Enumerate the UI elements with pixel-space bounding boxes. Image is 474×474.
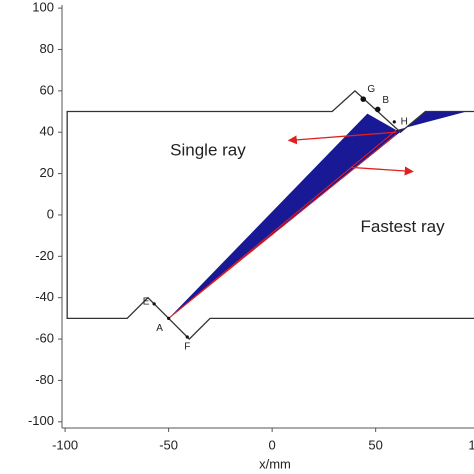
y-tick-label: -20 <box>35 248 54 263</box>
y-tick-label: -100 <box>28 413 54 428</box>
y-tick-label: -40 <box>35 289 54 304</box>
point-label: B <box>382 95 389 106</box>
point <box>185 335 189 339</box>
x-tick-label: 100 <box>468 437 474 452</box>
arrow <box>287 131 397 145</box>
arrow <box>350 166 414 176</box>
point-label: F <box>184 342 190 353</box>
x-axis-label: x/mm <box>259 456 291 471</box>
point-label: E <box>143 297 150 308</box>
ray <box>168 129 397 319</box>
y-tick-label: 60 <box>40 82 54 97</box>
ray <box>168 133 397 319</box>
point <box>392 120 396 124</box>
y-tick-label: 80 <box>40 41 54 56</box>
x-tick-label: -50 <box>159 437 178 452</box>
y-tick-label: -60 <box>35 330 54 345</box>
point-label: H <box>401 117 408 128</box>
y-tick-label: -80 <box>35 372 54 387</box>
x-tick-label: -100 <box>52 437 78 452</box>
y-tick-label: 100 <box>32 0 54 15</box>
y-tick-label: 40 <box>40 124 54 139</box>
y-tick-label: 0 <box>47 206 54 221</box>
annotation: Single ray <box>170 140 246 159</box>
point <box>152 302 156 306</box>
x-tick-label: 50 <box>368 437 382 452</box>
y-tick-label: 20 <box>40 165 54 180</box>
outline <box>66 89 474 340</box>
point <box>167 316 171 320</box>
x-tick-label: 0 <box>269 437 276 452</box>
point <box>374 106 381 113</box>
point-label: A <box>156 323 163 334</box>
annotation: Fastest ray <box>361 217 446 236</box>
point-label: G <box>367 84 375 95</box>
point <box>360 96 367 102</box>
